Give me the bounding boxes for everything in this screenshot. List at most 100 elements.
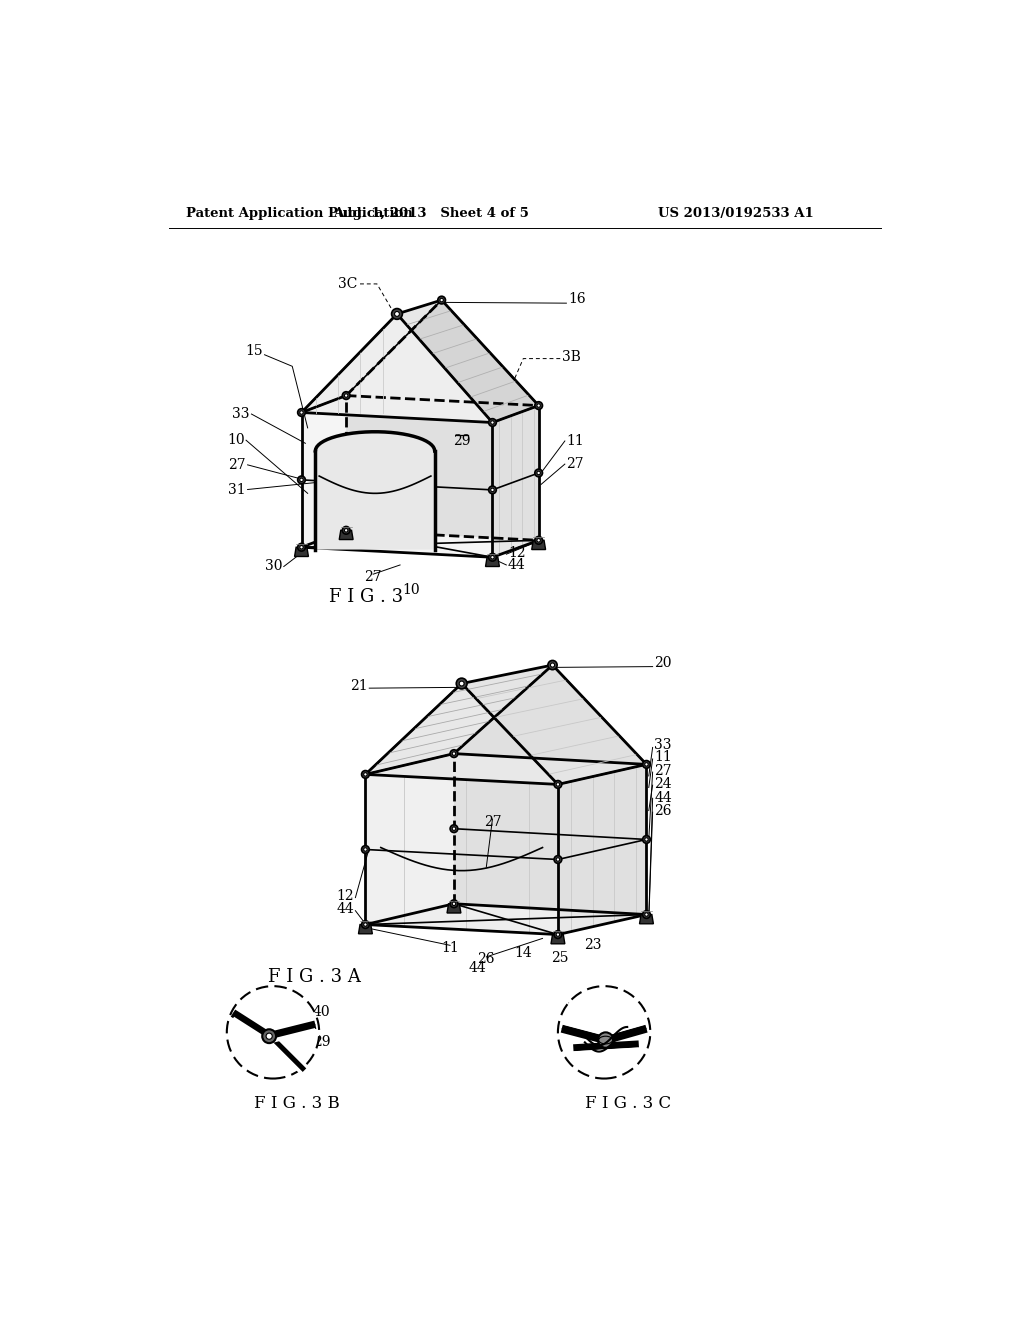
Text: 11: 11 [566,434,584,447]
Text: 20: 20 [565,1002,583,1016]
Circle shape [643,760,650,768]
Text: 3B: 3B [562,350,581,364]
Text: 44: 44 [654,791,672,804]
Polygon shape [493,405,539,557]
Text: 33: 33 [654,738,672,752]
Circle shape [488,418,497,426]
Polygon shape [366,754,454,924]
Circle shape [298,477,305,483]
Text: 12: 12 [508,545,525,560]
Text: 10: 10 [227,433,245,447]
Circle shape [451,750,458,758]
Polygon shape [301,314,493,422]
Polygon shape [295,548,308,557]
Text: 11: 11 [654,751,672,764]
Text: 30: 30 [265,560,283,573]
Circle shape [643,911,650,919]
Text: 27: 27 [365,569,382,583]
Circle shape [300,545,303,549]
Circle shape [645,913,648,916]
Circle shape [300,411,303,414]
Text: 27: 27 [228,458,246,471]
Circle shape [488,553,497,561]
Circle shape [645,763,648,766]
Text: 29: 29 [453,434,470,447]
Text: 16: 16 [568,292,586,306]
Text: 29: 29 [313,1035,331,1048]
Circle shape [298,544,305,552]
Text: F I G . 3 B: F I G . 3 B [254,1096,340,1113]
Polygon shape [339,531,353,540]
Polygon shape [454,754,646,915]
Polygon shape [531,540,546,549]
Polygon shape [397,300,539,422]
Text: F I G . 3 A: F I G . 3 A [267,968,360,986]
Circle shape [598,1032,613,1048]
Circle shape [391,309,402,319]
Text: 25: 25 [552,950,569,965]
Text: 31: 31 [228,483,246,496]
Circle shape [262,1030,276,1043]
Circle shape [490,421,495,424]
Text: Aug. 1, 2013   Sheet 4 of 5: Aug. 1, 2013 Sheet 4 of 5 [333,207,528,220]
Circle shape [488,486,497,494]
Circle shape [298,409,305,416]
Circle shape [453,902,456,906]
Polygon shape [358,924,373,933]
Circle shape [226,986,319,1078]
Text: F I G . 3 C: F I G . 3 C [585,1096,671,1113]
Polygon shape [366,665,553,775]
Text: 40: 40 [313,1005,331,1019]
Circle shape [537,539,541,543]
Text: 27: 27 [483,816,502,829]
Circle shape [537,471,541,475]
Polygon shape [366,684,558,784]
Circle shape [535,469,543,477]
Circle shape [554,780,562,788]
Text: 21: 21 [350,678,368,693]
Text: 23: 23 [584,939,601,952]
Circle shape [554,931,562,939]
Polygon shape [301,412,493,557]
Circle shape [490,556,495,558]
Circle shape [451,900,458,908]
Circle shape [394,312,399,317]
Polygon shape [551,935,565,944]
Circle shape [537,404,541,408]
Text: 44: 44 [468,961,486,975]
Circle shape [361,846,370,853]
Polygon shape [640,915,653,924]
Text: 14: 14 [514,946,532,960]
Circle shape [344,393,348,397]
Circle shape [342,392,350,400]
Circle shape [364,923,368,927]
Text: 24: 24 [654,776,672,791]
Polygon shape [301,531,539,557]
Polygon shape [301,300,441,412]
Circle shape [554,855,562,863]
Text: 27: 27 [654,763,672,777]
Text: 12: 12 [336,890,354,903]
Circle shape [344,528,348,532]
Polygon shape [454,665,646,764]
Circle shape [535,536,543,544]
Polygon shape [346,396,539,540]
Text: 15: 15 [246,345,263,358]
Circle shape [558,986,650,1078]
Polygon shape [558,764,646,935]
Circle shape [459,681,464,686]
Circle shape [451,825,458,833]
Circle shape [266,1034,272,1039]
Text: 11: 11 [441,941,459,954]
Text: 3C: 3C [338,277,357,290]
Circle shape [300,478,303,482]
Text: 44: 44 [508,558,525,572]
Circle shape [364,847,368,851]
Circle shape [361,921,370,928]
Circle shape [645,838,648,841]
Text: US 2013/0192533 A1: US 2013/0192533 A1 [658,207,814,220]
Polygon shape [462,665,646,784]
Text: 20: 20 [654,656,672,669]
Circle shape [361,771,370,779]
Circle shape [551,663,555,667]
